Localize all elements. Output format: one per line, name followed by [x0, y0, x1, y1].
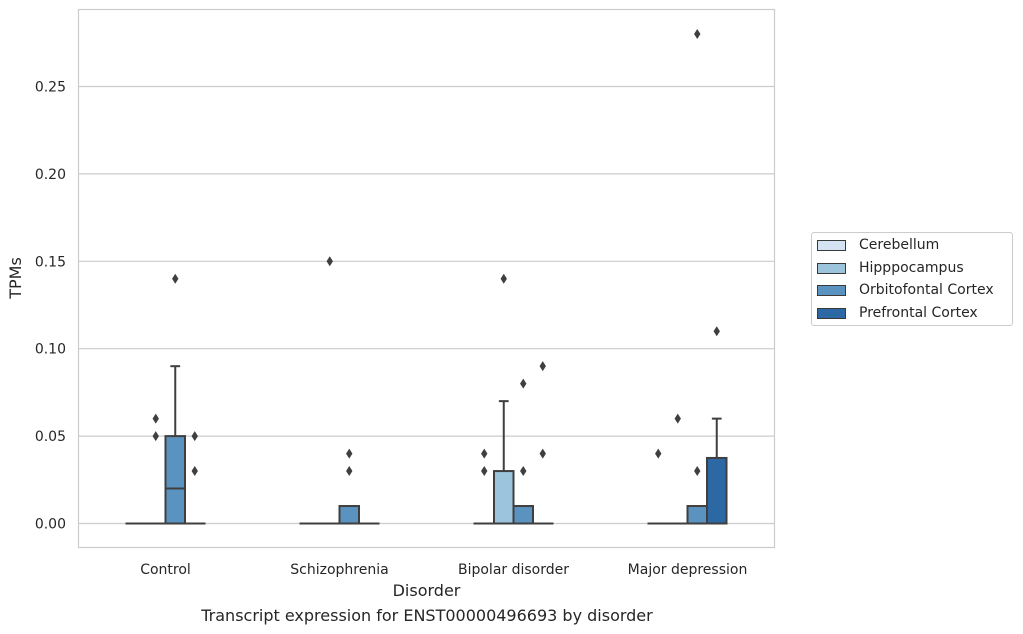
- legend-label-hipppocampus: Hipppocampus: [859, 260, 964, 276]
- box-1-1: [319, 256, 341, 525]
- chart-caption: Transcript expression for ENST0000049669…: [201, 606, 653, 625]
- legend-item-cerebellum: Cerebellum: [817, 235, 939, 255]
- y-tick-label: 0.25: [35, 80, 66, 96]
- x-tick-labels: Control Schizophrenia Bipolar disorder Majo…: [140, 562, 747, 578]
- legend-swatch-orbitofontal-cortex: [817, 284, 846, 296]
- box-body: [338, 505, 360, 525]
- box-3-2: [532, 361, 554, 525]
- legend-label-orbitofontal-cortex: Orbitofontal Cortex: [859, 282, 994, 298]
- legend-swatch-cerebellum: [817, 239, 846, 251]
- x-axis-label: Disorder: [393, 581, 461, 600]
- box-2-0: [164, 273, 186, 525]
- y-tick-label: 0.00: [35, 517, 66, 533]
- box-1-3: [667, 413, 689, 525]
- legend: Cerebellum Hipppocampus Orbitofontal Cor…: [811, 232, 1013, 326]
- box-body: [706, 456, 728, 525]
- plot-area-frame: [77, 8, 776, 549]
- outlier-point: [655, 448, 662, 459]
- outlier-point: [481, 466, 488, 477]
- box-body: [686, 505, 708, 525]
- y-tick-label: 0.15: [35, 254, 66, 270]
- outlier-point: [520, 466, 527, 477]
- x-tick-label: Schizophrenia: [290, 562, 388, 578]
- legend-swatch-hipppocampus: [817, 262, 846, 274]
- box-3-0: [184, 431, 206, 525]
- box-1-2: [493, 273, 515, 525]
- outlier-point: [152, 431, 159, 442]
- outlier-point: [539, 361, 546, 372]
- outlier-point: [152, 413, 159, 424]
- legend-item-orbitofontal-cortex: Orbitofontal Cortex: [817, 280, 994, 300]
- box-2-1: [338, 448, 360, 525]
- box-2-2: [512, 378, 534, 525]
- legend-label-cerebellum: Cerebellum: [859, 237, 940, 253]
- box-3-3: [706, 326, 728, 525]
- box-body: [512, 505, 534, 525]
- outlier-point: [520, 378, 527, 389]
- box-body: [493, 470, 515, 525]
- outlier-point: [326, 256, 333, 267]
- box-0-2: [473, 448, 495, 525]
- boxes-layer: [125, 29, 728, 525]
- outlier-point: [674, 413, 681, 424]
- outlier-point: [346, 466, 353, 477]
- x-tick-label: Control: [140, 562, 191, 578]
- y-tick-label: 0.20: [35, 167, 66, 183]
- outlier-point: [694, 29, 701, 40]
- box-body: [164, 435, 186, 525]
- outlier-point: [346, 448, 353, 459]
- outlier-point: [191, 466, 198, 477]
- outlier-point: [172, 273, 179, 284]
- box-2-3: [686, 29, 708, 525]
- x-tick-label: Major depression: [628, 562, 748, 578]
- y-tick-label: 0.10: [35, 342, 66, 358]
- y-tick-label: 0.05: [35, 429, 66, 445]
- legend-item-hipppocampus: Hipppocampus: [817, 258, 964, 278]
- legend-swatch-prefrontal-cortex: [817, 307, 846, 319]
- outlier-point: [191, 431, 198, 442]
- outlier-point: [481, 448, 488, 459]
- outlier-point: [694, 466, 701, 477]
- box-1-0: [145, 413, 167, 525]
- outlier-point: [539, 448, 546, 459]
- legend-label-prefrontal-cortex: Prefrontal Cortex: [859, 305, 978, 321]
- box-0-3: [647, 448, 669, 525]
- x-tick-label: Bipolar disorder: [458, 562, 569, 578]
- outlier-point: [500, 273, 507, 284]
- y-tick-labels: 0.00 0.05 0.10 0.15 0.20 0.25: [35, 80, 66, 533]
- y-axis-label: TPMs: [6, 257, 25, 300]
- legend-item-prefrontal-cortex: Prefrontal Cortex: [817, 303, 978, 323]
- outlier-point: [713, 326, 720, 337]
